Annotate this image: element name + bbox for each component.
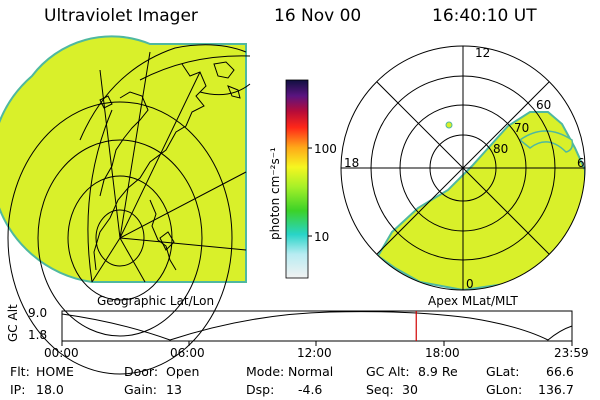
mag-panel-caption: Apex MLat/MLT — [428, 294, 518, 308]
geographic-image-panel — [0, 35, 251, 375]
geo-outer-arcs — [139, 55, 251, 96]
colorbar-label-100: 100 — [314, 142, 337, 156]
mlt-label-12: 12 — [475, 46, 491, 60]
geo-coastlines — [93, 61, 241, 271]
colorbar-label-10: 10 — [314, 230, 330, 244]
altitude-ytick-top: 9.0 — [28, 306, 48, 320]
altitude-xtick-1800: 18:00 — [425, 346, 460, 360]
status-glat-label: GLat: — [486, 364, 520, 379]
mlat-label-60: 60 — [536, 98, 552, 112]
status-glon-value: 136.7 — [538, 382, 574, 397]
status-gain-label: Gain: — [124, 382, 157, 397]
altitude-xtick-0000: 00:00 — [44, 346, 79, 360]
mlat-label-80: 80 — [493, 142, 509, 156]
geo-image-fill — [0, 35, 247, 283]
altitude-xtick-2359: 23:59 — [554, 346, 589, 360]
status-dsp-value: -4.6 — [298, 382, 323, 397]
colorbar — [285, 79, 309, 279]
geo-panel-caption: Geographic Lat/Lon — [97, 294, 215, 308]
altitude-plot-frame — [61, 310, 573, 342]
mlt-label-0: 0 — [466, 277, 474, 291]
status-ip-value: 18.0 — [36, 382, 64, 397]
auroral-oval-fill — [376, 111, 585, 290]
mlat-label-70: 70 — [514, 121, 530, 135]
mag-grid — [340, 45, 586, 291]
mlt-label-18: 18 — [344, 156, 360, 170]
status-seq-label: Seq: — [366, 382, 394, 397]
altitude-x-ticks — [61, 341, 573, 346]
status-mode-value: Normal — [288, 364, 334, 379]
altitude-plot — [61, 310, 573, 346]
mlt-label-6: 6 — [577, 156, 585, 170]
instrument-title: Ultraviolet Imager — [44, 6, 198, 26]
auroral-arc — [518, 130, 574, 153]
status-ip-label: IP: — [10, 382, 26, 397]
colorbar-unit-label: photon cm⁻²s⁻¹ — [268, 147, 282, 240]
status-dsp-label: Dsp: — [246, 382, 275, 397]
status-gcalt-value: 8.9 Re — [418, 364, 458, 379]
altitude-ytick-bottom: 1.8 — [28, 328, 48, 342]
status-flt-label: Flt: — [10, 364, 30, 379]
altitude-track — [61, 311, 573, 341]
status-door-label: Door: — [124, 364, 159, 379]
status-glat-value: 66.6 — [546, 364, 574, 379]
auroral-spot — [445, 121, 453, 129]
altitude-ylabel: GC Alt — [6, 304, 20, 342]
altitude-xtick-1200: 12:00 — [297, 346, 332, 360]
status-mode-label: Mode: — [246, 364, 285, 379]
status-door-value: Open — [166, 364, 200, 379]
status-seq-value: 30 — [402, 382, 418, 397]
status-glon-label: GLon: — [486, 382, 523, 397]
status-flt-value: HOME — [36, 364, 74, 379]
altitude-xtick-0600: 06:00 — [170, 346, 205, 360]
status-gain-value: 13 — [166, 382, 182, 397]
date-label: 16 Nov 00 — [274, 6, 362, 26]
status-gcalt-label: GC Alt: — [366, 364, 410, 379]
time-label: 16:40:10 UT — [432, 6, 537, 26]
magnetic-polar-panel — [340, 45, 586, 291]
